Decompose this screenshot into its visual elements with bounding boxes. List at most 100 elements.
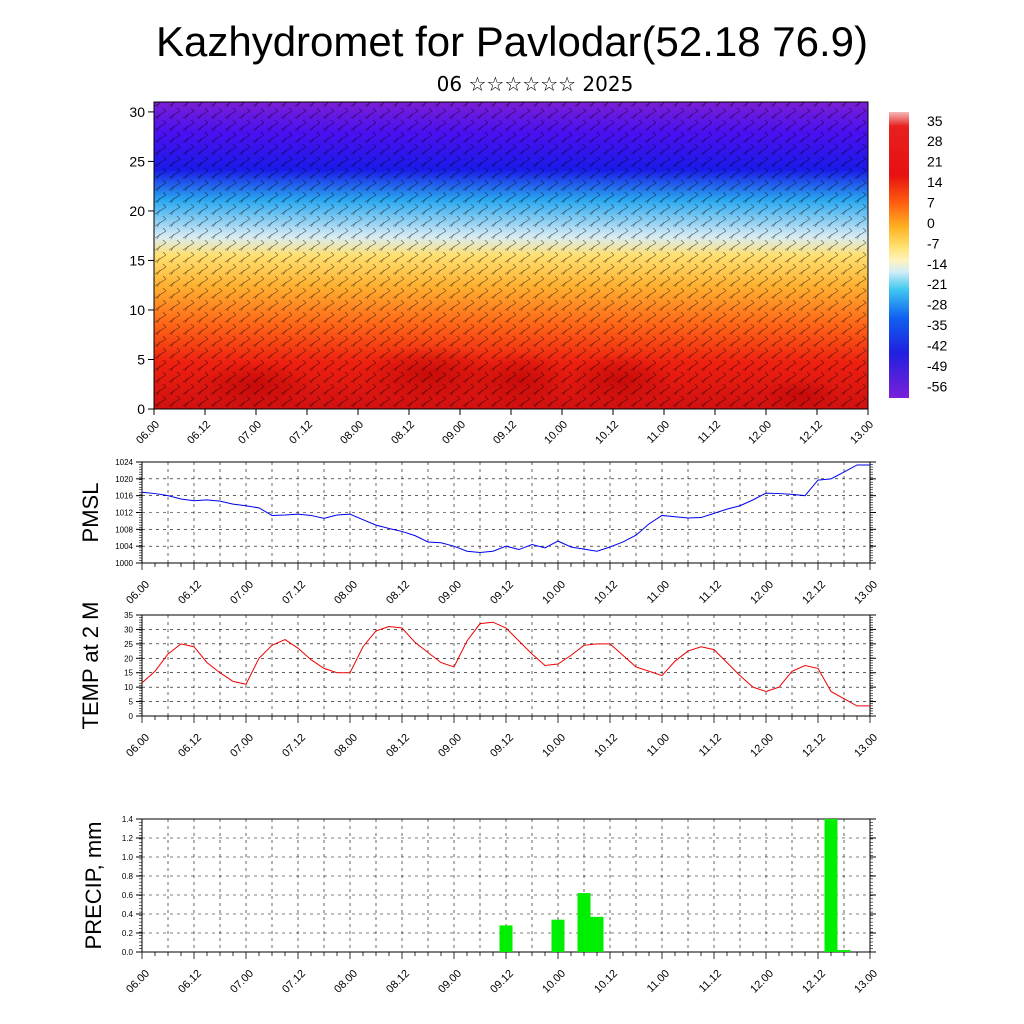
precip-panel: 1.4 1.2 1.0 0.8 0.6 0.4 0.2 0.0 06.00 06.12 07.00 0… [81, 815, 880, 996]
x-tick-label-10-12: 10.12 [592, 732, 620, 760]
colorbar-label--42: -42 [927, 337, 947, 353]
x-tick-label-13-00: 13.00 [852, 732, 880, 760]
x-tick-label-08-00: 08.00 [332, 732, 360, 760]
x-tick-label-12-12: 12.12 [797, 419, 825, 447]
precip-bar-1 [551, 919, 565, 952]
x-tick-label-13-00: 13.00 [852, 968, 880, 996]
y-tick-label-1020: 1020 [115, 475, 133, 484]
y-axis-label: TEMP at 2 M [78, 602, 103, 730]
x-tick-label-11-12: 11.12 [696, 419, 723, 446]
x-tick-label-07-12: 07.12 [280, 579, 308, 607]
x-tick-label-06-00: 06.00 [134, 419, 162, 447]
pmsl-panel: 1024 1020 1016 1012 1008 1004 1000 06.00 06.12 07… [78, 458, 880, 607]
y-tick-label-1-2: 1.2 [122, 834, 134, 843]
y-tick-label-0: 0 [129, 712, 134, 721]
x-tick-label-08-00: 08.00 [332, 579, 360, 607]
x-tick-label-07-00: 07.00 [228, 579, 256, 607]
y-tick-label-5: 5 [137, 351, 145, 367]
y-tick-label-10: 10 [124, 683, 133, 692]
x-tick-label-06-12: 06.12 [176, 968, 204, 996]
x-tick-label-09-00: 09.00 [436, 579, 464, 607]
colorbar [889, 112, 909, 398]
x-tick-label-08-12: 08.12 [389, 419, 417, 447]
x-tick-label-07-00: 07.00 [228, 968, 256, 996]
x-tick-label-07-12: 07.12 [280, 732, 308, 760]
page-subtitle: 06 ☆☆☆☆☆☆ 2025 [436, 72, 634, 96]
x-tick-label-10-00: 10.00 [540, 579, 568, 607]
x-tick-label-06-12: 06.12 [176, 732, 204, 760]
x-tick-label-09-12: 09.12 [491, 419, 519, 447]
x-tick-label-06-00: 06.00 [124, 732, 152, 760]
x-tick-label-12-00: 12.00 [748, 579, 776, 607]
x-tick-label-07-12: 07.12 [287, 419, 315, 447]
x-tick-label-12-00: 12.00 [748, 968, 776, 996]
y-tick-label-1004: 1004 [115, 542, 133, 551]
colorbar-label-0: 0 [927, 215, 935, 231]
y-tick-label-15: 15 [129, 252, 145, 268]
x-tick-label-06-00: 06.00 [124, 579, 152, 607]
x-tick-label-08-12: 08.12 [384, 732, 412, 760]
x-tick-label-13-00: 13.00 [852, 579, 880, 607]
x-tick-label-09-00: 09.00 [436, 732, 464, 760]
x-tick-label-09-12: 09.12 [488, 579, 516, 607]
y-axis-label: PMSL [78, 483, 103, 543]
x-tick-label-09-12: 09.12 [488, 732, 516, 760]
precip-bar-4 [824, 819, 838, 952]
colorbar-label--28: -28 [927, 297, 947, 313]
colorbar-label-14: 14 [927, 174, 943, 190]
colorbar-label-35: 35 [927, 113, 943, 129]
colorbar-label--35: -35 [927, 317, 947, 333]
x-tick-label-11-12: 11.12 [697, 968, 724, 995]
x-tick-label-07-00: 07.00 [228, 732, 256, 760]
y-tick-label-15: 15 [124, 669, 133, 678]
precip-bar-0 [499, 925, 513, 952]
x-tick-label-11-00: 11.00 [645, 579, 672, 606]
x-tick-label-13-00: 13.00 [848, 419, 876, 447]
x-tick-label-12-12: 12.12 [800, 968, 828, 996]
x-tick-label-10-00: 10.00 [540, 968, 568, 996]
y-tick-label-1016: 1016 [115, 492, 133, 501]
y-axis-label: PRECIP, mm [81, 822, 106, 950]
x-tick-label-06-12: 06.12 [176, 579, 204, 607]
y-tick-label-0-0: 0.0 [122, 948, 134, 957]
y-tick-label-30: 30 [129, 104, 145, 120]
x-tick-label-10-00: 10.00 [540, 732, 568, 760]
x-tick-label-07-00: 07.00 [236, 419, 264, 447]
x-tick-label-09-00: 09.00 [440, 419, 468, 447]
colorbar-label--14: -14 [927, 256, 947, 272]
y-tick-label-0-6: 0.6 [122, 891, 134, 900]
y-tick-label-20: 20 [124, 654, 133, 663]
colorbar-label-28: 28 [927, 133, 943, 149]
x-tick-label-10-12: 10.12 [593, 419, 621, 447]
y-tick-label-25: 25 [129, 153, 145, 169]
x-tick-label-09-12: 09.12 [488, 968, 516, 996]
y-tick-label-1012: 1012 [115, 509, 133, 518]
y-tick-label-0-4: 0.4 [122, 910, 134, 919]
colorbar-label--7: -7 [927, 235, 940, 251]
colorbar-label-7: 7 [927, 194, 935, 210]
x-tick-label-08-00: 08.00 [332, 968, 360, 996]
y-tick-label-0: 0 [137, 401, 145, 417]
colorbar-label--21: -21 [927, 276, 947, 292]
x-tick-label-12-12: 12.12 [800, 579, 828, 607]
y-tick-label-1008: 1008 [115, 525, 133, 534]
y-tick-label-1000: 1000 [115, 559, 133, 568]
x-tick-label-08-12: 08.12 [384, 968, 412, 996]
colorbar-label-21: 21 [927, 154, 943, 170]
temp2m-panel: 35 30 25 20 15 10 5 0 06.00 06.12 07.00 07.12 08.00 0… [78, 602, 880, 760]
y-tick-label-0-8: 0.8 [122, 872, 134, 881]
x-tick-label-10-12: 10.12 [592, 968, 620, 996]
x-tick-label-11-12: 11.12 [697, 732, 724, 759]
x-tick-label-09-00: 09.00 [436, 968, 464, 996]
x-tick-label-08-12: 08.12 [384, 579, 412, 607]
x-tick-label-11-00: 11.00 [645, 968, 672, 995]
x-tick-label-11-12: 11.12 [697, 579, 724, 606]
y-tick-label-0-2: 0.2 [122, 929, 134, 938]
y-tick-label-1-4: 1.4 [122, 815, 134, 824]
y-tick-label-30: 30 [124, 625, 133, 634]
y-tick-label-20: 20 [129, 203, 145, 219]
y-tick-label-5: 5 [129, 698, 134, 707]
x-tick-label-06-12: 06.12 [185, 419, 213, 447]
precip-bar-2 [577, 893, 591, 952]
